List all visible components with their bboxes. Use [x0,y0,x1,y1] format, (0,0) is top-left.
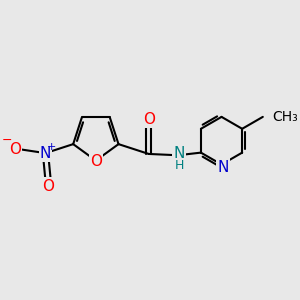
Text: N: N [173,146,185,161]
Text: CH₃: CH₃ [272,110,298,124]
Text: N: N [217,160,229,175]
Text: O: O [42,179,54,194]
Text: H: H [175,159,184,172]
Text: +: + [46,142,56,152]
Text: O: O [143,112,155,127]
Text: −: − [2,134,12,147]
Text: N: N [40,146,51,160]
Text: O: O [90,154,102,169]
Text: O: O [9,142,21,157]
